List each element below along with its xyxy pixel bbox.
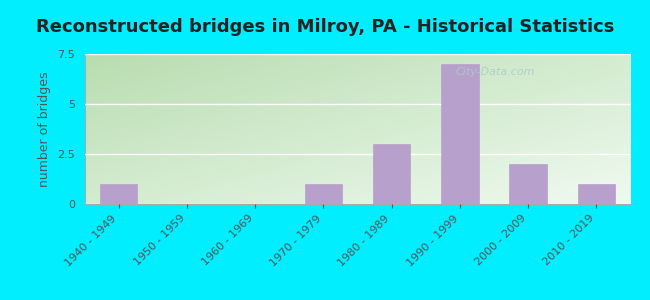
Bar <box>100 184 137 204</box>
Bar <box>578 184 615 204</box>
Bar <box>441 64 478 204</box>
Y-axis label: number of bridges: number of bridges <box>38 71 51 187</box>
Text: City-Data.com: City-Data.com <box>456 67 536 77</box>
Bar <box>373 144 410 204</box>
Text: Reconstructed bridges in Milroy, PA - Historical Statistics: Reconstructed bridges in Milroy, PA - Hi… <box>36 18 614 36</box>
Bar <box>510 164 547 204</box>
Bar <box>305 184 342 204</box>
